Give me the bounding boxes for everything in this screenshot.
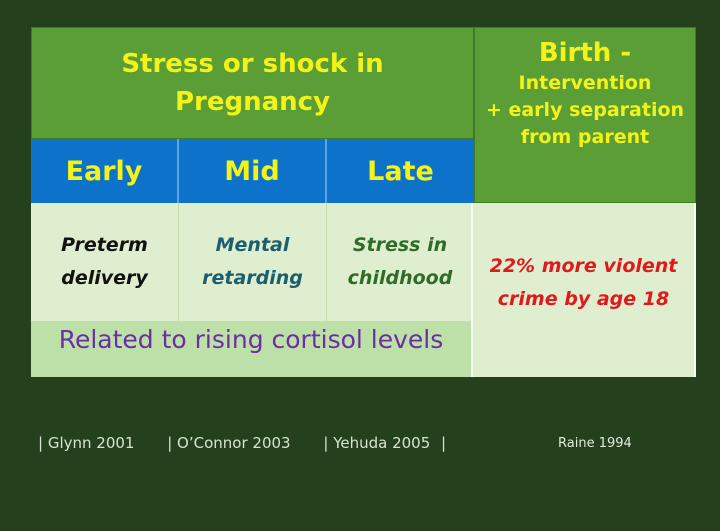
- outcome-late-line2: childhood: [347, 267, 453, 289]
- outcome-late-line1: Stress in: [352, 234, 448, 256]
- birth-subtitle-line2: + early separation: [485, 99, 685, 121]
- outcome-late-cell: Stress in childhood: [327, 203, 474, 321]
- birth-subtitle-line3: from parent: [520, 126, 650, 148]
- cortisol-note-text: Related to rising cortisol levels: [58, 325, 444, 354]
- outcome-early-cell: Preterm delivery: [31, 203, 179, 321]
- outcome-birth-line1: 22% more violent: [489, 255, 678, 277]
- outcome-mid-line2: retarding: [202, 267, 303, 289]
- birth-header-cell: Birth - Intervention + early separation …: [474, 27, 696, 203]
- cortisol-note: Related to rising cortisol levels: [31, 321, 471, 377]
- reference-glynn: | Glynn 2001: [38, 434, 135, 452]
- reference-raine: Raine 1994: [558, 436, 632, 451]
- outcome-birth-line2: crime by age 18: [497, 288, 670, 310]
- reference-list: | Glynn 2001 | O’Connor 2003 | Yehuda 20…: [38, 434, 498, 452]
- outcome-mid-line1: Mental: [215, 234, 290, 256]
- stress-header-cell: Stress or shock in Pregnancy: [31, 27, 474, 139]
- birth-title: Birth -: [538, 38, 632, 68]
- stress-header-line2: Pregnancy: [174, 87, 331, 117]
- reference-oconnor: | O’Connor 2003: [167, 434, 291, 452]
- column-header-mid-label: Mid: [224, 155, 280, 187]
- stress-header-line1: Stress or shock in: [121, 49, 384, 79]
- column-header-early-label: Early: [65, 155, 143, 187]
- column-header-mid: Mid: [179, 139, 327, 203]
- column-header-early: Early: [31, 139, 179, 203]
- outcome-birth-cell: 22% more violent crime by age 18: [471, 203, 696, 377]
- column-header-late-label: Late: [367, 155, 434, 187]
- outcome-early-line1: Preterm: [61, 234, 148, 256]
- column-header-late: Late: [327, 139, 474, 203]
- reference-yehuda: | Yehuda 2005: [323, 434, 431, 452]
- reference-separator: |: [441, 434, 447, 452]
- outcome-mid-cell: Mental retarding: [179, 203, 327, 321]
- birth-subtitle-line1: Intervention: [518, 72, 652, 94]
- outcome-early-line2: delivery: [61, 267, 148, 289]
